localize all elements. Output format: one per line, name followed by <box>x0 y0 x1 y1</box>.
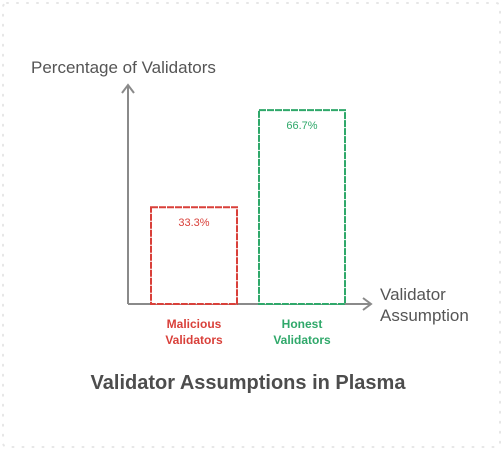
x-axis-arrowhead <box>362 297 373 311</box>
category-label-malicious-line-2: Validators <box>165 333 223 347</box>
chart-title: Validator Assumptions in Plasma <box>91 372 407 394</box>
value-label-malicious: 33.3% <box>178 217 209 229</box>
x-axis-label-line-1: Validator <box>380 285 446 304</box>
y-axis-arrowhead <box>121 83 135 94</box>
x-axis-label: Validator Assumption <box>380 285 469 325</box>
bar-malicious <box>150 206 238 305</box>
y-axis-label: Percentage of Validators <box>31 58 216 77</box>
value-label-honest: 66.7% <box>286 120 317 132</box>
bar-honest <box>258 109 346 305</box>
bars-group: 33.3% Malicious Validators 66.7% Honest Valid… <box>150 109 346 347</box>
category-label-honest-line-1: Honest <box>282 317 323 331</box>
category-label-malicious: Malicious Validators <box>165 317 223 347</box>
category-label-malicious-line-1: Malicious <box>167 317 222 331</box>
x-axis-label-line-2: Assumption <box>380 306 469 325</box>
category-label-honest: Honest Validators <box>273 317 331 347</box>
category-label-honest-line-2: Validators <box>273 333 331 347</box>
